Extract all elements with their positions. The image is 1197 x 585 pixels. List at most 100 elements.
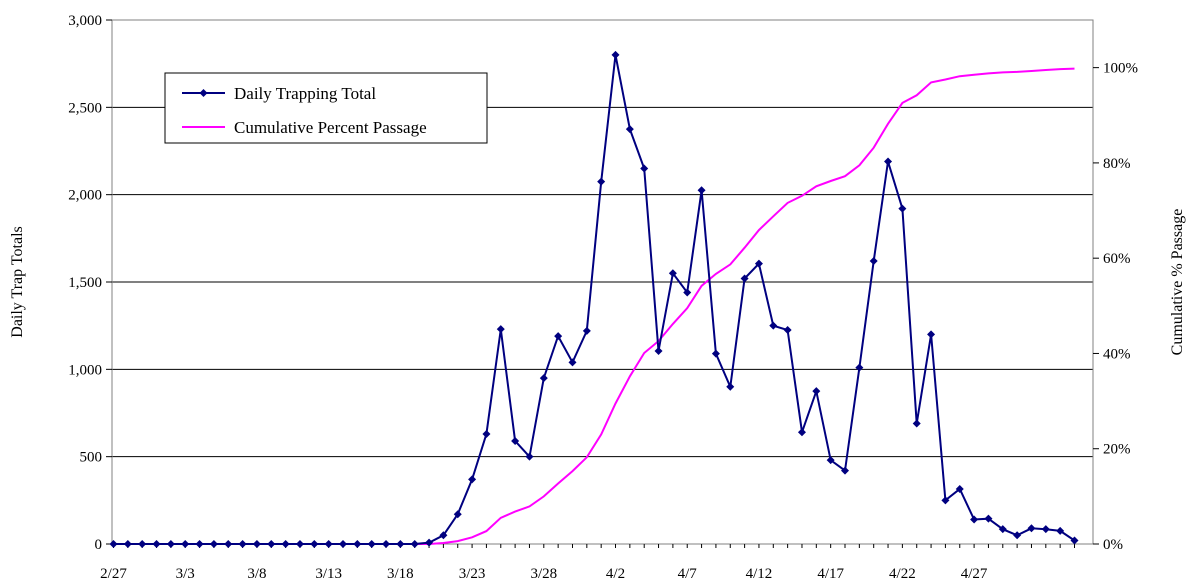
x-tick-label: 3/23 <box>459 566 486 582</box>
daily-point <box>295 540 304 548</box>
daily-point <box>382 540 391 548</box>
x-tick-label: 3/3 <box>176 566 195 582</box>
daily-point <box>511 436 520 445</box>
daily-point <box>582 326 591 335</box>
daily-point <box>898 204 907 213</box>
y-tick-label: 0 <box>95 537 103 553</box>
daily-point <box>152 540 161 548</box>
daily-point <box>754 259 763 268</box>
y2-tick-label: 100% <box>1103 61 1138 77</box>
x-tick-label: 2/27 <box>100 566 127 582</box>
y2-tick-label: 80% <box>1103 156 1131 172</box>
daily-point <box>597 177 606 186</box>
daily-point <box>668 269 677 278</box>
x-tick-label: 4/12 <box>746 566 773 582</box>
y-tick-label: 1,500 <box>68 275 102 291</box>
y2-tick-label: 0% <box>1103 537 1123 553</box>
daily-point <box>1056 526 1065 535</box>
y-axis-title: Daily Trap Totals <box>9 226 26 337</box>
daily-point <box>984 514 993 523</box>
daily-point <box>181 540 190 548</box>
daily-point <box>267 540 276 548</box>
daily-point <box>367 540 376 548</box>
x-axis-ticks: 2/27 3/3 3/8 3/13 3/18 3/23 3/28 4/2 4/7 4/12 4/17… <box>100 544 1075 582</box>
daily-point <box>453 510 462 519</box>
daily-point <box>1070 536 1079 545</box>
x-tick-label: 4/17 <box>817 566 844 582</box>
legend-box <box>164 72 488 144</box>
daily-point <box>783 326 792 335</box>
daily-point <box>740 274 749 283</box>
daily-point <box>1013 531 1022 540</box>
daily-point <box>841 466 850 475</box>
daily-point <box>1041 525 1050 534</box>
daily-point <box>927 330 936 339</box>
left-axis-ticks: 0 500 1,000 1,500 2,000 2,500 3,000 <box>68 13 112 553</box>
y2-tick-label: 60% <box>1103 251 1131 267</box>
daily-point <box>238 540 247 548</box>
y-tick-label: 500 <box>80 450 103 466</box>
daily-point <box>941 496 950 505</box>
legend: Daily Trapping Total Cumulative Percent … <box>164 72 488 144</box>
x-tick-label: 3/13 <box>315 566 342 582</box>
daily-point <box>525 452 534 461</box>
daily-point <box>812 387 821 396</box>
daily-point <box>797 428 806 437</box>
legend-label-cumulative: Cumulative Percent Passage <box>234 118 427 137</box>
daily-point <box>654 346 663 355</box>
x-tick-label: 3/28 <box>530 566 557 582</box>
daily-point <box>195 540 204 548</box>
daily-point <box>855 363 864 372</box>
x-tick-label: 3/18 <box>387 566 414 582</box>
daily-point <box>539 374 548 383</box>
daily-point <box>396 540 405 548</box>
daily-point <box>554 332 563 341</box>
daily-point <box>683 288 692 297</box>
daily-point <box>711 349 720 358</box>
y2-tick-label: 40% <box>1103 346 1131 362</box>
y-tick-label: 3,000 <box>68 13 102 29</box>
daily-point <box>468 475 477 484</box>
grid-lines <box>112 106 1093 458</box>
daily-point <box>998 525 1007 534</box>
y-tick-label: 2,500 <box>68 100 102 116</box>
daily-point <box>826 456 835 465</box>
daily-point <box>496 325 505 334</box>
y-tick-label: 1,000 <box>68 362 102 378</box>
legend-marker-daily <box>199 89 208 97</box>
daily-point <box>970 515 979 524</box>
daily-point <box>281 540 290 548</box>
daily-point <box>869 257 878 266</box>
daily-point <box>123 540 132 548</box>
daily-point <box>425 538 434 547</box>
daily-point <box>611 50 620 59</box>
y2-axis-title: Cumulative % Passage <box>1169 209 1186 356</box>
daily-trapping-markers <box>109 50 1079 548</box>
daily-point <box>625 125 634 134</box>
daily-point <box>697 186 706 195</box>
daily-point <box>138 540 147 548</box>
daily-point <box>955 484 964 493</box>
daily-point <box>1027 524 1036 533</box>
daily-point <box>324 540 333 548</box>
daily-point <box>338 540 347 548</box>
daily-point <box>769 321 778 330</box>
daily-point <box>640 164 649 173</box>
daily-point <box>252 540 261 548</box>
daily-point <box>109 540 118 548</box>
daily-point <box>439 531 448 540</box>
daily-point <box>884 157 893 166</box>
x-tick-label: 4/2 <box>606 566 625 582</box>
legend-label-daily: Daily Trapping Total <box>234 84 376 103</box>
right-axis-ticks: 0% 20% 40% 60% 80% 100% <box>1093 61 1138 553</box>
daily-point <box>912 419 921 428</box>
daily-point <box>410 540 419 548</box>
x-tick-label: 4/27 <box>961 566 988 582</box>
y2-tick-label: 20% <box>1103 442 1131 458</box>
y-tick-label: 2,000 <box>68 188 102 204</box>
daily-point <box>726 382 735 391</box>
daily-point <box>166 540 175 548</box>
daily-point <box>482 429 491 438</box>
daily-point <box>224 540 233 548</box>
